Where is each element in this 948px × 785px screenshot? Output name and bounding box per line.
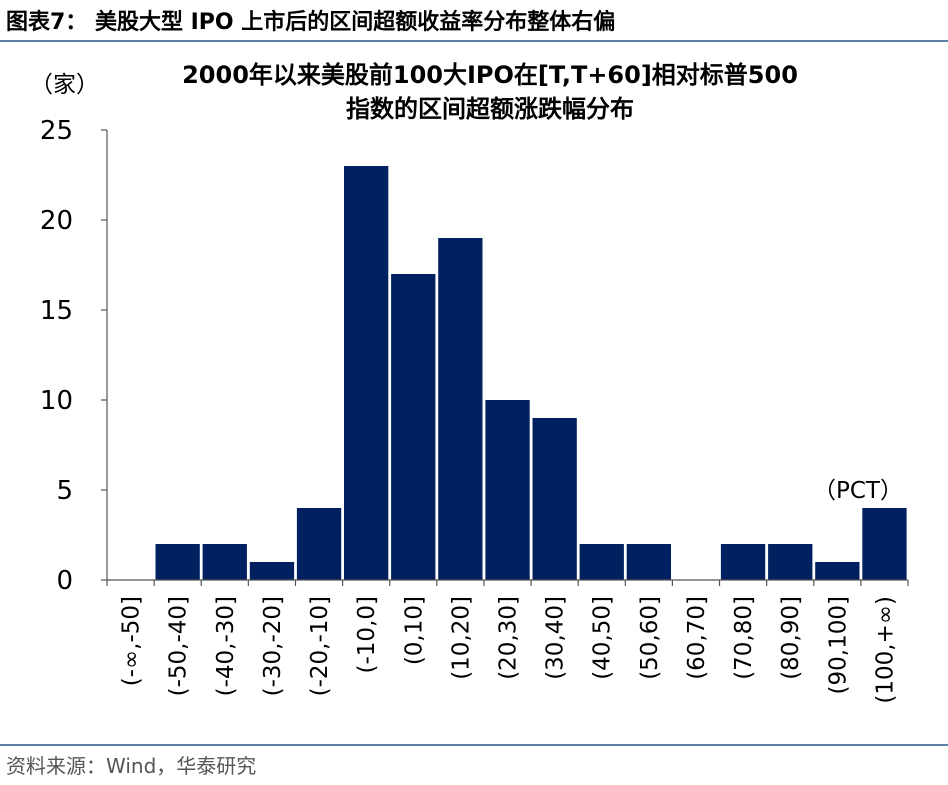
x-tick-label-0: (-∞,-50]	[119, 596, 145, 686]
y-tick-label-5: 25	[40, 116, 73, 146]
bar-9	[532, 418, 577, 580]
x-axis-unit: （PCT）	[813, 478, 903, 504]
y-tick-label-4: 20	[40, 206, 73, 236]
x-tick-label-4: (-20,-10]	[307, 596, 333, 696]
bar-15	[815, 562, 860, 580]
x-tick-label-13: (70,80]	[731, 596, 757, 680]
bar-10	[579, 544, 624, 580]
x-tick-label-1: (-50,-40]	[166, 596, 192, 696]
bar-5	[344, 166, 389, 580]
y-tick-label-0: 0	[56, 566, 73, 596]
x-tick-label-15: (90,100]	[825, 596, 851, 694]
y-axis-unit: （家）	[30, 72, 99, 98]
bar-14	[768, 544, 813, 580]
x-tick-label-11: (50,60]	[637, 596, 663, 680]
chart-title-line1: 2000年以来美股前100大IPO在[T,T+60]相对标普500	[182, 61, 798, 89]
top-divider	[0, 40, 948, 42]
x-tick-label-5: (-10,0]	[354, 596, 380, 673]
bar-2	[202, 544, 247, 580]
source-note: 资料来源：Wind，华泰研究	[6, 754, 257, 778]
bar-7	[438, 238, 483, 580]
y-tick-label-2: 10	[40, 386, 73, 416]
bar-chart: 2000年以来美股前100大IPO在[T,T+60]相对标普500 指数的区间超…	[30, 61, 909, 704]
x-tick-label-3: (-30,-20]	[260, 596, 286, 696]
bar-16	[862, 508, 907, 580]
bar-4	[296, 508, 342, 580]
x-tick-label-6: (0,10]	[401, 596, 427, 665]
x-tick-label-10: (40,50]	[590, 596, 616, 680]
bottom-divider	[0, 744, 948, 746]
y-tick-label-3: 15	[40, 296, 73, 326]
bar-13	[720, 544, 766, 580]
bar-11	[626, 544, 671, 580]
x-tick-label-14: (80,90]	[778, 596, 804, 680]
x-tick-label-16: (100,+∞)	[872, 596, 898, 704]
bar-1	[155, 544, 200, 580]
x-tick-label-9: (30,40]	[543, 596, 569, 680]
x-tick-label-2: (-40,-30]	[213, 596, 239, 696]
y-tick-label-1: 5	[56, 476, 73, 506]
x-tick-label-7: (10,20]	[448, 596, 474, 680]
figure-title: 图表7： 美股大型 IPO 上市后的区间超额收益率分布整体右偏	[6, 10, 616, 35]
bar-8	[485, 400, 530, 580]
bar-6	[391, 274, 436, 580]
x-tick-label-12: (60,70]	[684, 596, 710, 680]
bar-3	[249, 562, 295, 580]
chart-title-line2: 指数的区间超额涨跌幅分布	[346, 95, 634, 123]
x-tick-label-8: (20,30]	[496, 596, 522, 680]
